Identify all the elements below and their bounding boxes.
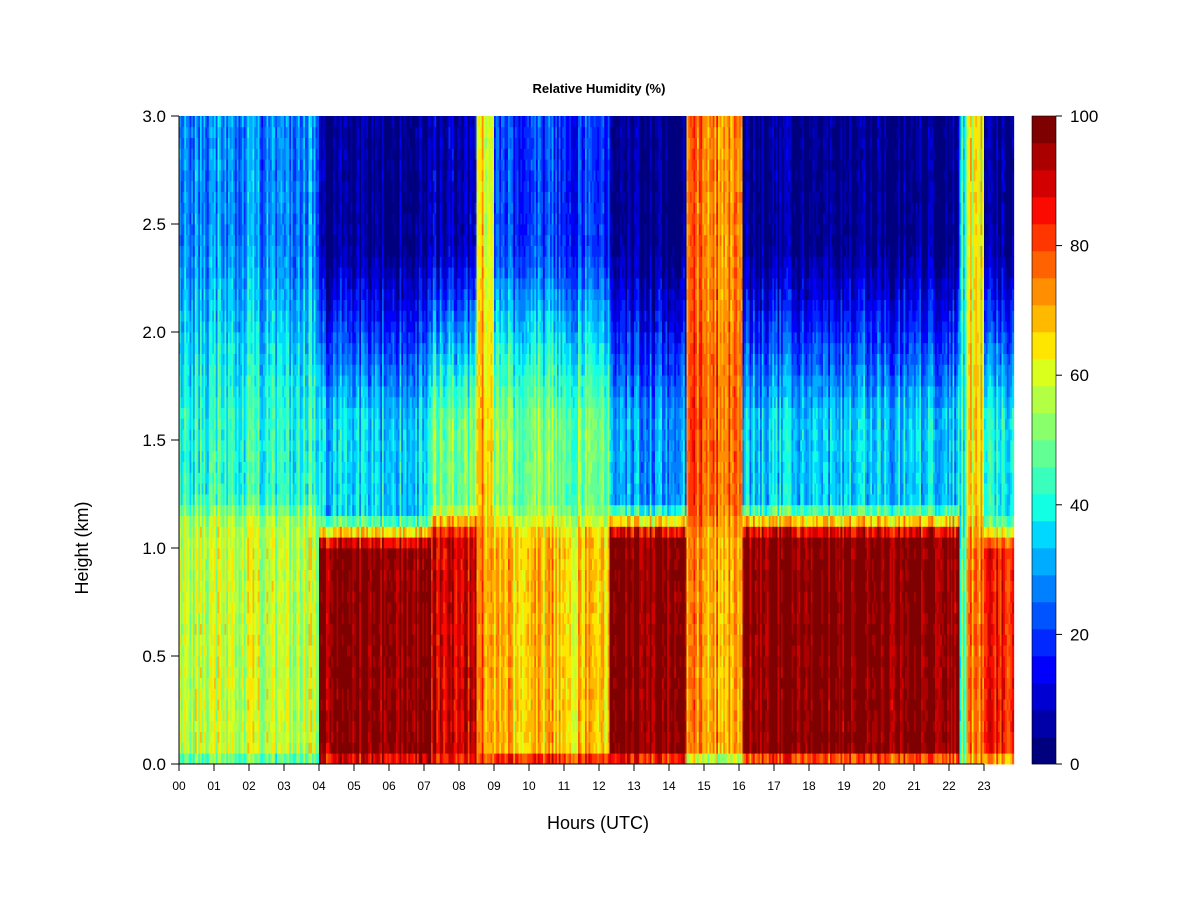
heatmap-segment (319, 116, 431, 764)
heatmap-segment (179, 116, 319, 764)
plot-area (179, 116, 1019, 764)
chart-title: Relative Humidity (%) (533, 81, 666, 96)
